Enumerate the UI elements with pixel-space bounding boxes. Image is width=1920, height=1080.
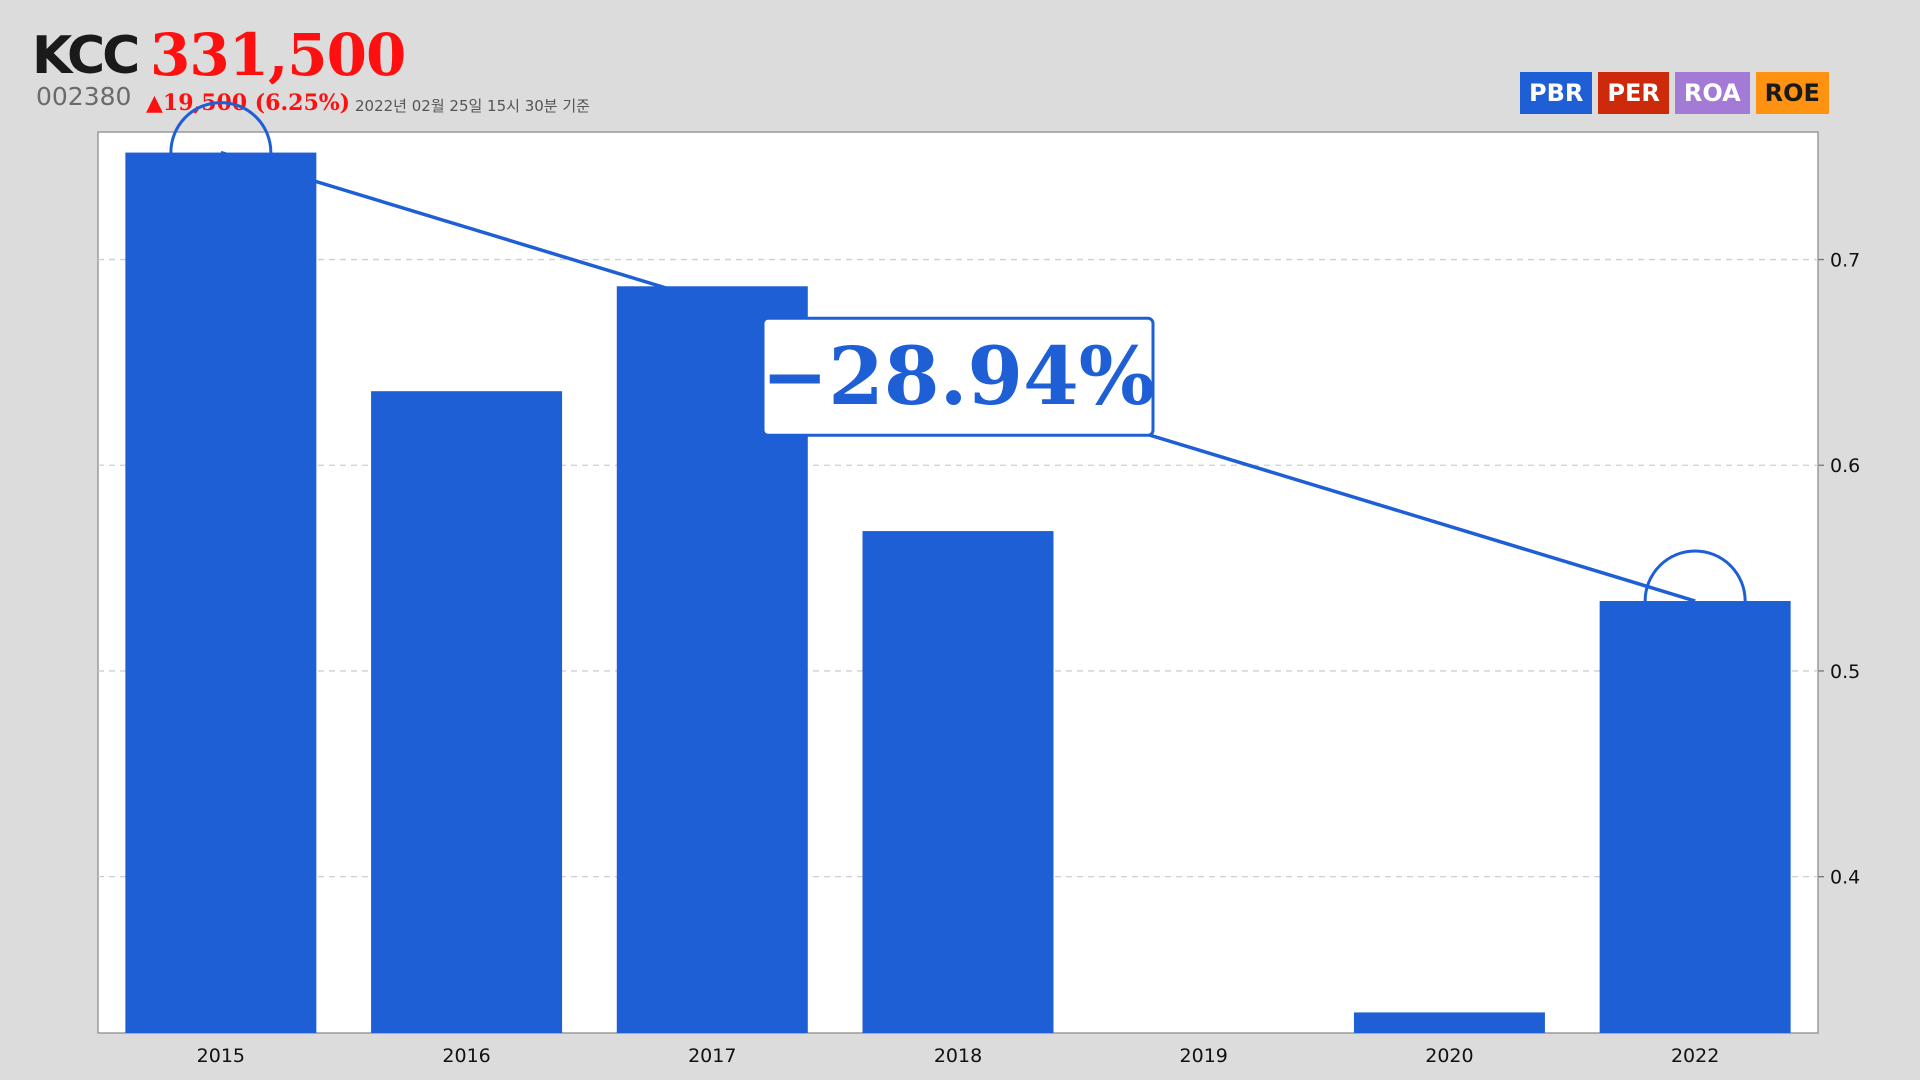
x-axis-labels: 2015 2016 2017 2018 2019 2020 2022 — [197, 1045, 1720, 1067]
y-tick-label: 0.5 — [1830, 661, 1860, 683]
stock-code: 002380 — [36, 82, 132, 111]
change-callout-label: −28.94% — [761, 329, 1155, 423]
stock-price: 331,500 — [150, 21, 406, 89]
x-tick-label: 2018 — [934, 1045, 982, 1067]
trend-annotation: −28.94% — [169, 101, 1747, 653]
y-tick-label: 0.4 — [1830, 867, 1860, 889]
bar-2016 — [371, 391, 563, 1033]
trend-end-marker — [1643, 549, 1747, 653]
change-callout-box — [761, 316, 1155, 437]
x-tick-label: 2019 — [1180, 1045, 1228, 1067]
tab-roa[interactable]: ROA — [1674, 72, 1750, 114]
metric-tabs: PBR PER ROA ROE — [1520, 72, 1829, 114]
bar-2015 — [125, 152, 317, 1033]
y-axis-labels: 0.4 0.5 0.6 0.7 — [1830, 250, 1860, 889]
tab-per[interactable]: PER — [1598, 72, 1669, 114]
bars — [125, 152, 1791, 1033]
x-tick-label: 2020 — [1425, 1045, 1473, 1067]
bar-2018 — [862, 531, 1054, 1033]
x-tick-label: 2015 — [197, 1045, 245, 1067]
stock-header: KCC 331,500 002380 ▲19,500 (6.25%) 2022년… — [0, 0, 1920, 125]
company-name: KCC — [32, 26, 140, 86]
y-tick-label: 0.6 — [1830, 455, 1860, 477]
tab-pbr[interactable]: PBR — [1520, 72, 1593, 114]
x-tick-label: 2022 — [1671, 1045, 1719, 1067]
x-tick-label: 2016 — [442, 1045, 490, 1067]
timestamp: 2022년 02월 25일 15시 30분 기준 — [355, 97, 590, 115]
y-tick-label: 0.7 — [1830, 250, 1860, 272]
tab-roe[interactable]: ROE — [1755, 72, 1829, 114]
x-tick-label: 2017 — [688, 1045, 736, 1067]
bar-2022 — [1599, 601, 1791, 1033]
bar-2020 — [1353, 1012, 1545, 1033]
trend-start-marker — [169, 101, 273, 205]
